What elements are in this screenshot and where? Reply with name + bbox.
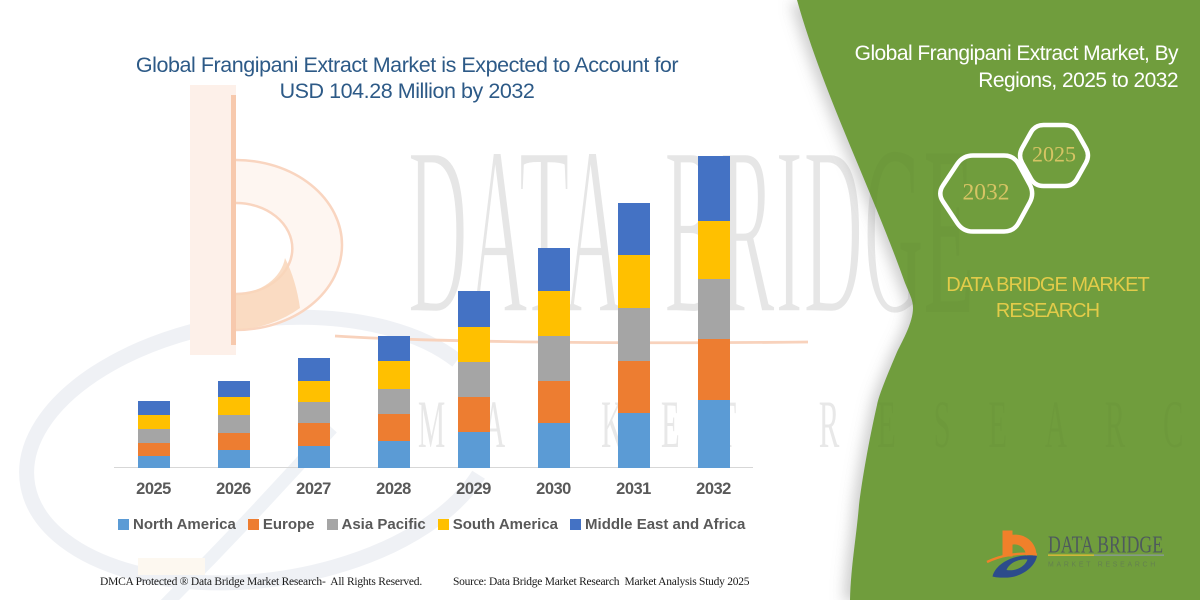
svg-text:2032: 2032 <box>963 180 1010 206</box>
svg-text:2025: 2025 <box>1032 142 1076 167</box>
svg-text:MARKET RESEARCH: MARKET RESEARCH <box>1048 560 1158 569</box>
svg-text:DATA BRIDGE: DATA BRIDGE <box>1048 533 1163 559</box>
